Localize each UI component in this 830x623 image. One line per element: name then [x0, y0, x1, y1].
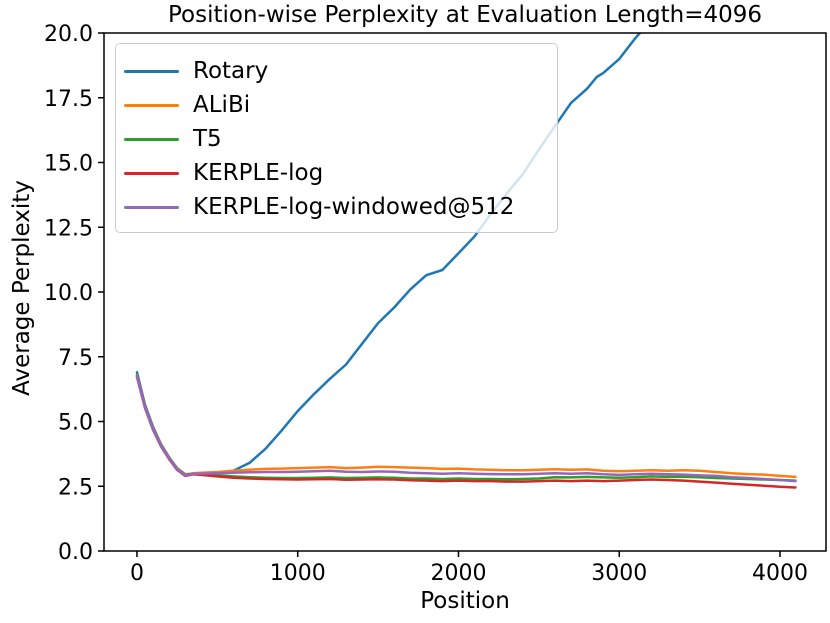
legend-entry-rotary: Rotary [124, 54, 557, 88]
y-tick-label: 5.0 [58, 411, 93, 436]
legend-line-sample-rotary [124, 69, 179, 73]
legend-line-sample-kerple-log [124, 171, 179, 175]
legend: Rotary ALiBi T5 KERPLE-log KERPLE-log-wi… [115, 43, 558, 233]
legend-entry-alibi: ALiBi [124, 88, 557, 122]
series-line-alibi [135, 373, 797, 479]
x-axis-label: Position [420, 588, 510, 614]
y-tick-label: 17.5 [44, 87, 93, 112]
legend-line-sample-t5 [124, 137, 179, 141]
legend-label: KERPLE-log [193, 159, 324, 186]
legend-line-sample-alibi [124, 103, 179, 107]
legend-label: KERPLE-log-windowed@512 [193, 193, 515, 220]
x-tick-label: 0 [130, 561, 144, 586]
y-tick-label: 7.5 [58, 346, 93, 371]
y-tick-label: 10.0 [44, 281, 93, 306]
legend-line-sample-kerple-log-windowed [124, 205, 179, 209]
chart-title: Position-wise Perplexity at Evaluation L… [167, 2, 763, 28]
legend-entry-t5: T5 [124, 122, 557, 156]
series-line-kerple-log-windowed-512 [135, 374, 797, 483]
y-tick-label: 12.5 [44, 216, 93, 241]
legend-label: T5 [193, 125, 222, 152]
series-line-t5 [135, 374, 797, 482]
legend-label: Rotary [193, 57, 269, 84]
x-tick-label: 3000 [591, 561, 647, 586]
x-tick-label: 4000 [752, 561, 808, 586]
y-tick-label: 20.0 [44, 22, 93, 47]
y-axis-label: Average Perplexity [9, 180, 35, 396]
y-tick-label: 0.0 [58, 540, 93, 565]
x-tick-label: 1000 [270, 561, 326, 586]
y-tick-label: 15.0 [44, 152, 93, 177]
y-tick-label: 2.5 [58, 475, 93, 500]
legend-label: ALiBi [193, 91, 251, 118]
legend-entry-kerple-log: KERPLE-log [124, 156, 557, 190]
x-tick-label: 2000 [430, 561, 486, 586]
legend-entry-kerple-log-windowed: KERPLE-log-windowed@512 [124, 190, 557, 224]
